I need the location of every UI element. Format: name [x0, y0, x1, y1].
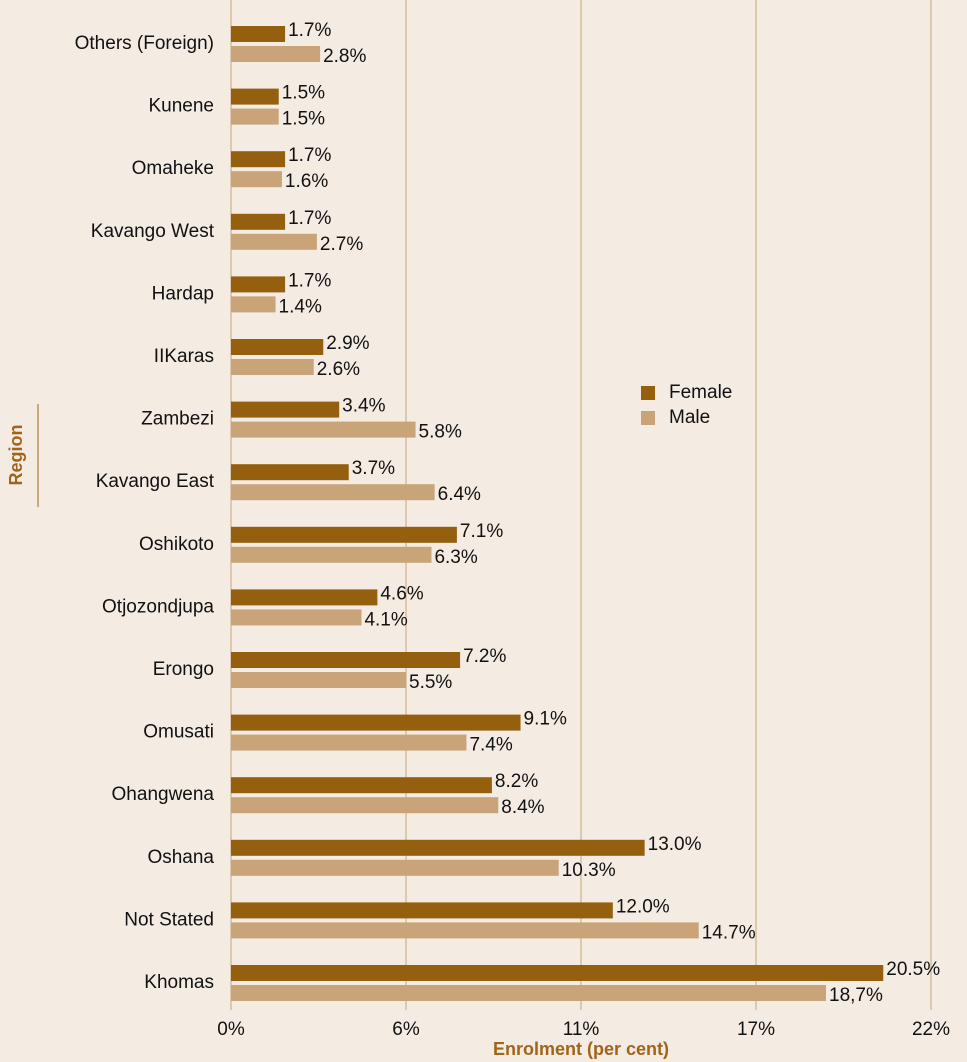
bar: [231, 171, 282, 188]
bar: [231, 859, 559, 876]
bar: [231, 985, 826, 1001]
bar: [231, 797, 499, 814]
data-label: 1.7%: [288, 145, 331, 166]
bar: [231, 526, 457, 543]
y-tick-label: Ohangwena: [112, 784, 215, 805]
y-tick-label: Otjozondjupa: [102, 596, 214, 617]
bar: [231, 401, 340, 418]
bar: [231, 965, 884, 981]
data-label: 7.1%: [460, 521, 503, 542]
y-tick-label: Kavango East: [96, 471, 215, 492]
data-label: 1.7%: [288, 208, 331, 229]
data-label: 2.6%: [317, 359, 360, 380]
bar: [231, 484, 435, 501]
y-tick-label: Khomas: [144, 972, 214, 993]
bar: [231, 88, 279, 105]
legend-label: Male: [669, 407, 710, 428]
data-label: 5.5%: [409, 672, 452, 693]
data-label: 1.6%: [285, 171, 328, 192]
bar: [231, 359, 314, 375]
bar: [231, 339, 324, 355]
bar: [231, 546, 432, 563]
x-tick-label: 6%: [392, 1019, 420, 1040]
y-axis-title: Region: [6, 425, 26, 486]
y-tick-label: Omaheke: [132, 158, 214, 179]
bar: [231, 609, 362, 626]
x-tick-label: 22%: [912, 1019, 950, 1040]
bar: [231, 589, 378, 606]
bar: [231, 839, 645, 856]
data-label: 12.0%: [616, 896, 670, 917]
legend-swatch: [641, 411, 655, 425]
bar: [231, 213, 286, 230]
bar: [231, 46, 321, 62]
data-label: 6.3%: [434, 547, 477, 568]
legend-swatch: [641, 386, 655, 400]
y-tick-label: Hardap: [152, 283, 214, 304]
data-label: 7.2%: [463, 646, 506, 667]
x-tick-label: 0%: [217, 1019, 245, 1040]
bar: [231, 714, 521, 731]
data-label: 7.4%: [469, 735, 512, 756]
bar: [231, 672, 406, 688]
data-label: 13.0%: [648, 834, 702, 855]
y-tick-label: Not Stated: [124, 909, 214, 930]
data-label: 8.4%: [501, 797, 544, 818]
bar: [231, 108, 279, 125]
data-label: 3.4%: [342, 396, 385, 417]
bar: [231, 26, 286, 42]
bar: [231, 734, 467, 751]
data-label: 20.5%: [886, 959, 940, 980]
bar: [231, 233, 317, 250]
y-tick-label: Oshana: [147, 847, 214, 868]
data-label: 5.8%: [419, 422, 462, 443]
bar: [231, 151, 286, 168]
data-label: 2.7%: [320, 234, 363, 255]
x-tick-label: 11%: [563, 1019, 600, 1040]
data-label: 1.4%: [279, 296, 322, 317]
x-tick-label: 17%: [737, 1019, 775, 1040]
data-label: 4.1%: [364, 609, 407, 630]
bar: [231, 296, 276, 313]
data-label: 10.3%: [562, 860, 616, 881]
y-tick-label: Erongo: [153, 659, 214, 680]
y-tick-label: IIKaras: [154, 346, 214, 367]
bar: [231, 777, 492, 794]
data-label: 1.7%: [288, 270, 331, 291]
y-tick-label: Others (Foreign): [75, 33, 214, 54]
bar: [231, 276, 286, 293]
data-label: 3.7%: [352, 458, 395, 479]
bar: [231, 421, 416, 438]
data-label: 6.4%: [438, 484, 481, 505]
data-label: 1.7%: [288, 20, 331, 41]
x-axis-title: Enrolment (per cent): [493, 1039, 669, 1059]
y-tick-label: Kunene: [148, 96, 214, 117]
data-label: 4.6%: [380, 583, 423, 604]
data-label: 1.5%: [282, 109, 325, 130]
bar: [231, 652, 461, 668]
data-label: 2.9%: [326, 333, 369, 354]
data-label: 2.8%: [323, 46, 366, 67]
bar: [231, 464, 349, 481]
y-tick-label: Omusati: [143, 722, 214, 743]
legend-label: Female: [669, 382, 732, 403]
data-label: 9.1%: [524, 709, 567, 730]
bar: [231, 922, 699, 939]
data-label: 14.7%: [702, 922, 756, 943]
y-tick-label: Zambezi: [141, 409, 214, 430]
data-label: 18,7%: [829, 985, 883, 1006]
data-label: 8.2%: [495, 771, 538, 792]
data-label: 1.5%: [282, 83, 325, 104]
bar: [231, 902, 613, 919]
y-tick-label: Kavango West: [91, 221, 215, 242]
y-tick-label: Oshikoto: [139, 534, 214, 555]
